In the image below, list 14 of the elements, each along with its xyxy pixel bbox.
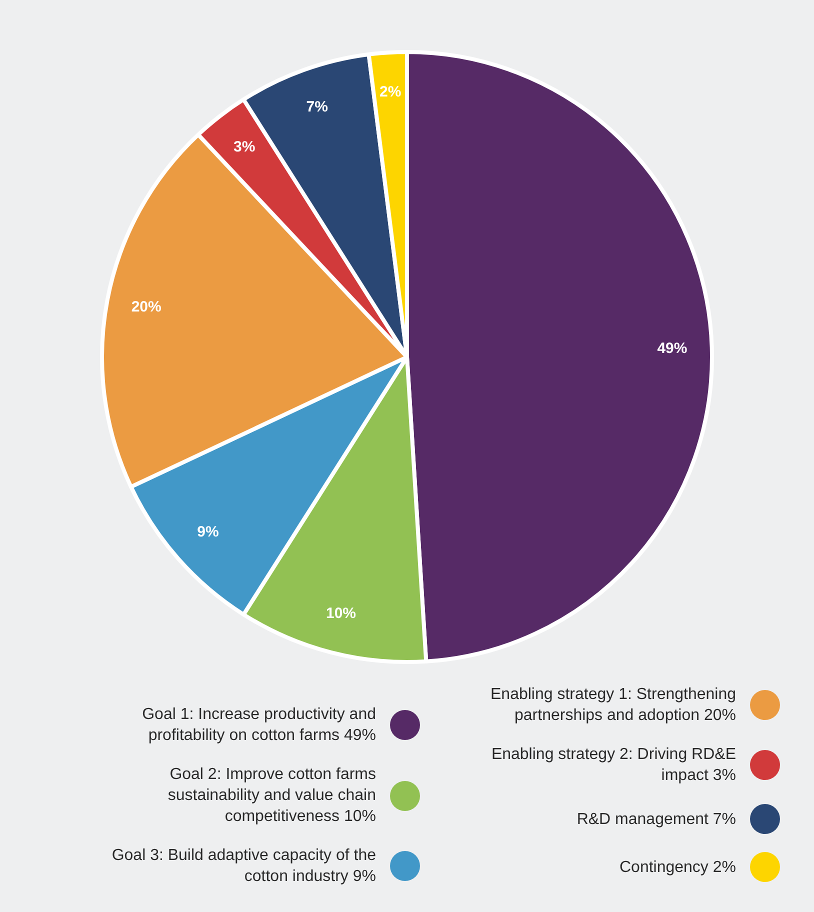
legend-label: Contingency 2% [618, 858, 736, 878]
data-label: 20% [131, 298, 162, 316]
legend-label: Goal 2: Improve cotton farms sustainability and value chain competitiveness 10% [166, 765, 376, 827]
legend-label: Enabling strategy 2: Driving RD&E impact 3% [490, 745, 736, 786]
data-label: 2% [379, 83, 402, 100]
data-label: 9% [197, 524, 219, 541]
legend-label: Goal 1: Increase productivity and profitability on cotton farms 49% [141, 705, 376, 746]
data-label: 7% [306, 98, 328, 116]
legend-label: R&D management 7% [576, 810, 736, 830]
data-label: 10% [326, 605, 356, 622]
legend-label: Goal 3: Build adaptive capacity of the cotton industry 9% [110, 846, 376, 887]
data-label: 49% [657, 340, 688, 357]
data-label: 3% [234, 138, 256, 156]
legend-label: Enabling strategy 1: Strengthening partnerships and adoption 20% [490, 685, 736, 726]
